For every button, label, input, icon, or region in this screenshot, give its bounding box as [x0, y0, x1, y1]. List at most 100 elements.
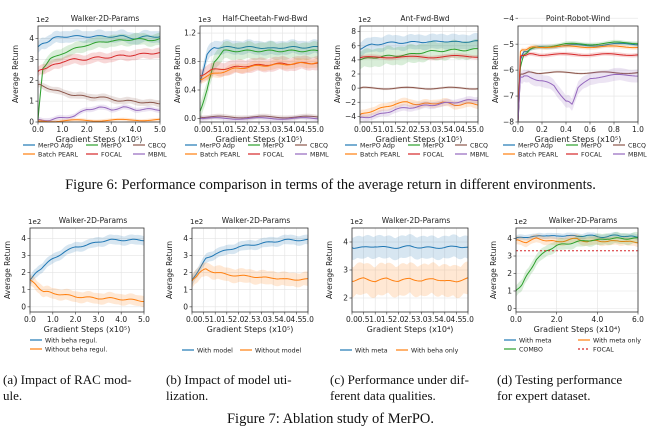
series-line-batch-pearl: [199, 61, 319, 81]
series-line-mbml: [199, 117, 319, 120]
series-line-with-model: [191, 238, 309, 282]
series-band-combo: [516, 231, 638, 297]
x-tick-label: 2.5: [404, 315, 416, 324]
series-line-with-beha-only: [351, 277, 469, 283]
x-tick-label: 2.5: [244, 315, 256, 324]
x-tick-label: 1.5: [389, 125, 401, 134]
series-band-merpo: [38, 32, 160, 122]
y-tick-label: 1: [21, 285, 26, 294]
x-tick-label: 5.0: [138, 315, 150, 324]
legend-label: Without model: [255, 347, 301, 354]
x-tick-label: 1.5: [381, 315, 393, 324]
legend-label: With beha only: [411, 347, 459, 354]
chart-panel-3: 0.0 0.5 1.0 1.5 2.0 2.5 3.0 3.5 4.0 4.5 5.0 −4 −2 0 2 4…: [333, 14, 489, 158]
x-tick-label: 3.5: [267, 315, 279, 324]
x-tick-label: 0.4: [560, 125, 572, 134]
legend-label: With meta: [355, 347, 388, 354]
legend-label: FOCAL: [263, 151, 284, 158]
y-tick-label: 2: [29, 76, 34, 85]
legend-label: Batch PEARL: [360, 151, 401, 158]
legend-label: With meta only: [593, 337, 641, 344]
y-tick-label: −2: [345, 98, 356, 107]
legend: MerPO Adp MerPO CBCQ Batch PEARL FOCAL MBML: [23, 142, 167, 158]
series-line-mbml: [37, 106, 161, 122]
subcaption-a-line2: ule.: [3, 388, 23, 403]
legend-label: MBML: [148, 151, 167, 158]
series-band-merpo: [200, 41, 318, 121]
legend-label: MerPO: [423, 142, 444, 149]
y-axis-label: Average Return: [333, 45, 342, 103]
x-tick-label: 0.5: [366, 125, 378, 134]
x-tick-label: 2.5: [413, 125, 425, 134]
series-band-merpo: [360, 39, 478, 70]
series-line-with-meta: [515, 234, 639, 239]
series-line-merpo-adp: [199, 45, 319, 84]
legend-label: MerPO Adp: [518, 142, 553, 149]
series-line-focal: [37, 52, 161, 73]
chart-panel-6: 0.0 0.5 1.0 1.5 2.0 2.5 3.0 3.5 4.0 4.5 5.0 0 1 2 3 41e…: [165, 216, 314, 354]
x-tick-label: 0.0: [186, 315, 198, 324]
series-line-without-beha-regul-: [29, 279, 145, 303]
y-tick-label: 2: [343, 294, 348, 303]
series-band-merpo-adp: [38, 29, 160, 54]
x-tick-label: 1.5: [229, 125, 241, 134]
series-band-mbml: [518, 67, 638, 122]
y-tick-label: 4: [343, 238, 348, 247]
x-tick-label: 0.0: [194, 125, 206, 134]
y-axis-label: Average Return: [165, 241, 174, 299]
series-band-with-beha-regul-: [30, 234, 144, 285]
subcaption-b: (b) Impact of model uti- lization.: [166, 372, 324, 404]
y-tick-label: 2: [21, 268, 26, 277]
x-tick-label: 0.0: [24, 315, 36, 324]
chart-title: Walker-2D-Params: [549, 216, 618, 225]
y-tick-label: 3: [21, 251, 26, 260]
x-tick-label: 4.0: [439, 315, 451, 324]
series-line-batch-pearl: [517, 45, 639, 123]
legend: MerPO Adp MerPO CBCQ Batch PEARL FOCAL MBML: [185, 142, 329, 158]
series-line-mbml: [517, 73, 639, 123]
series-line-cbcq: [37, 83, 161, 105]
subcaption-d: (d) Testing performance for expert datas…: [497, 372, 657, 404]
chart-title: Walker-2D-Params: [222, 216, 291, 225]
axis-exponent: 1e2: [36, 16, 49, 24]
y-tick-label: −5: [503, 40, 514, 49]
subcaption-a-line1: (a) Impact of RAC mod-: [3, 372, 132, 387]
plot-frame: [517, 25, 639, 123]
y-tick-label: 1: [507, 287, 512, 296]
x-tick-label: 0.5: [206, 125, 218, 134]
x-tick-label: 2.0: [81, 125, 93, 134]
y-axis-label: Average Return: [491, 45, 500, 103]
y-tick-label: 0: [507, 304, 512, 313]
subcaption-c-line1: (c) Performance under dif-: [330, 372, 469, 387]
series-line-without-model: [191, 268, 309, 282]
legend-label: With beha regul.: [45, 337, 97, 344]
axis-exponent: 1e2: [358, 16, 371, 24]
subcaption-b-line1: (b) Impact of model uti-: [166, 372, 292, 387]
y-axis-label: Average Return: [325, 241, 334, 299]
x-tick-label: 2.0: [392, 315, 404, 324]
chart-panel-7: 0.0 0.5 1.0 1.5 2.0 2.5 3.0 3.5 4.0 4.5 5.0 2 3 4 1e2 W…: [325, 216, 474, 354]
axis-exponent: 1e2: [190, 218, 203, 226]
x-tick-label: 1.5: [221, 315, 233, 324]
subcaption-d-line2: for expert dataset.: [497, 388, 591, 403]
series-band-merpo-adp: [200, 39, 318, 91]
series-line-with-beha-regul-: [29, 238, 145, 280]
axis-exponent: 1e2: [514, 218, 527, 226]
chart-title: Ant-Fwd-Bwd: [400, 14, 449, 23]
y-tick-label: 3: [343, 266, 348, 275]
series-line-focal: [517, 53, 639, 123]
axis-exponent: 1e2: [350, 218, 363, 226]
y-tick-label: 4: [29, 34, 34, 43]
y-tick-label: 2: [351, 70, 356, 79]
legend-label: CBCQ: [148, 142, 166, 149]
series-line-mbml: [359, 99, 479, 119]
y-tick-label: −4: [345, 112, 356, 121]
legend-label: Batch PEARL: [518, 151, 559, 158]
series-band-without-model: [192, 262, 308, 289]
series-line-with-meta: [351, 245, 469, 249]
legend-label: MerPO Adp: [360, 142, 395, 149]
legend: MerPO Adp MerPO CBCQ Batch PEARL FOCAL MBML: [345, 142, 489, 158]
x-tick-label: 0.0: [510, 315, 522, 324]
series-line-merpo-adp: [359, 40, 479, 50]
